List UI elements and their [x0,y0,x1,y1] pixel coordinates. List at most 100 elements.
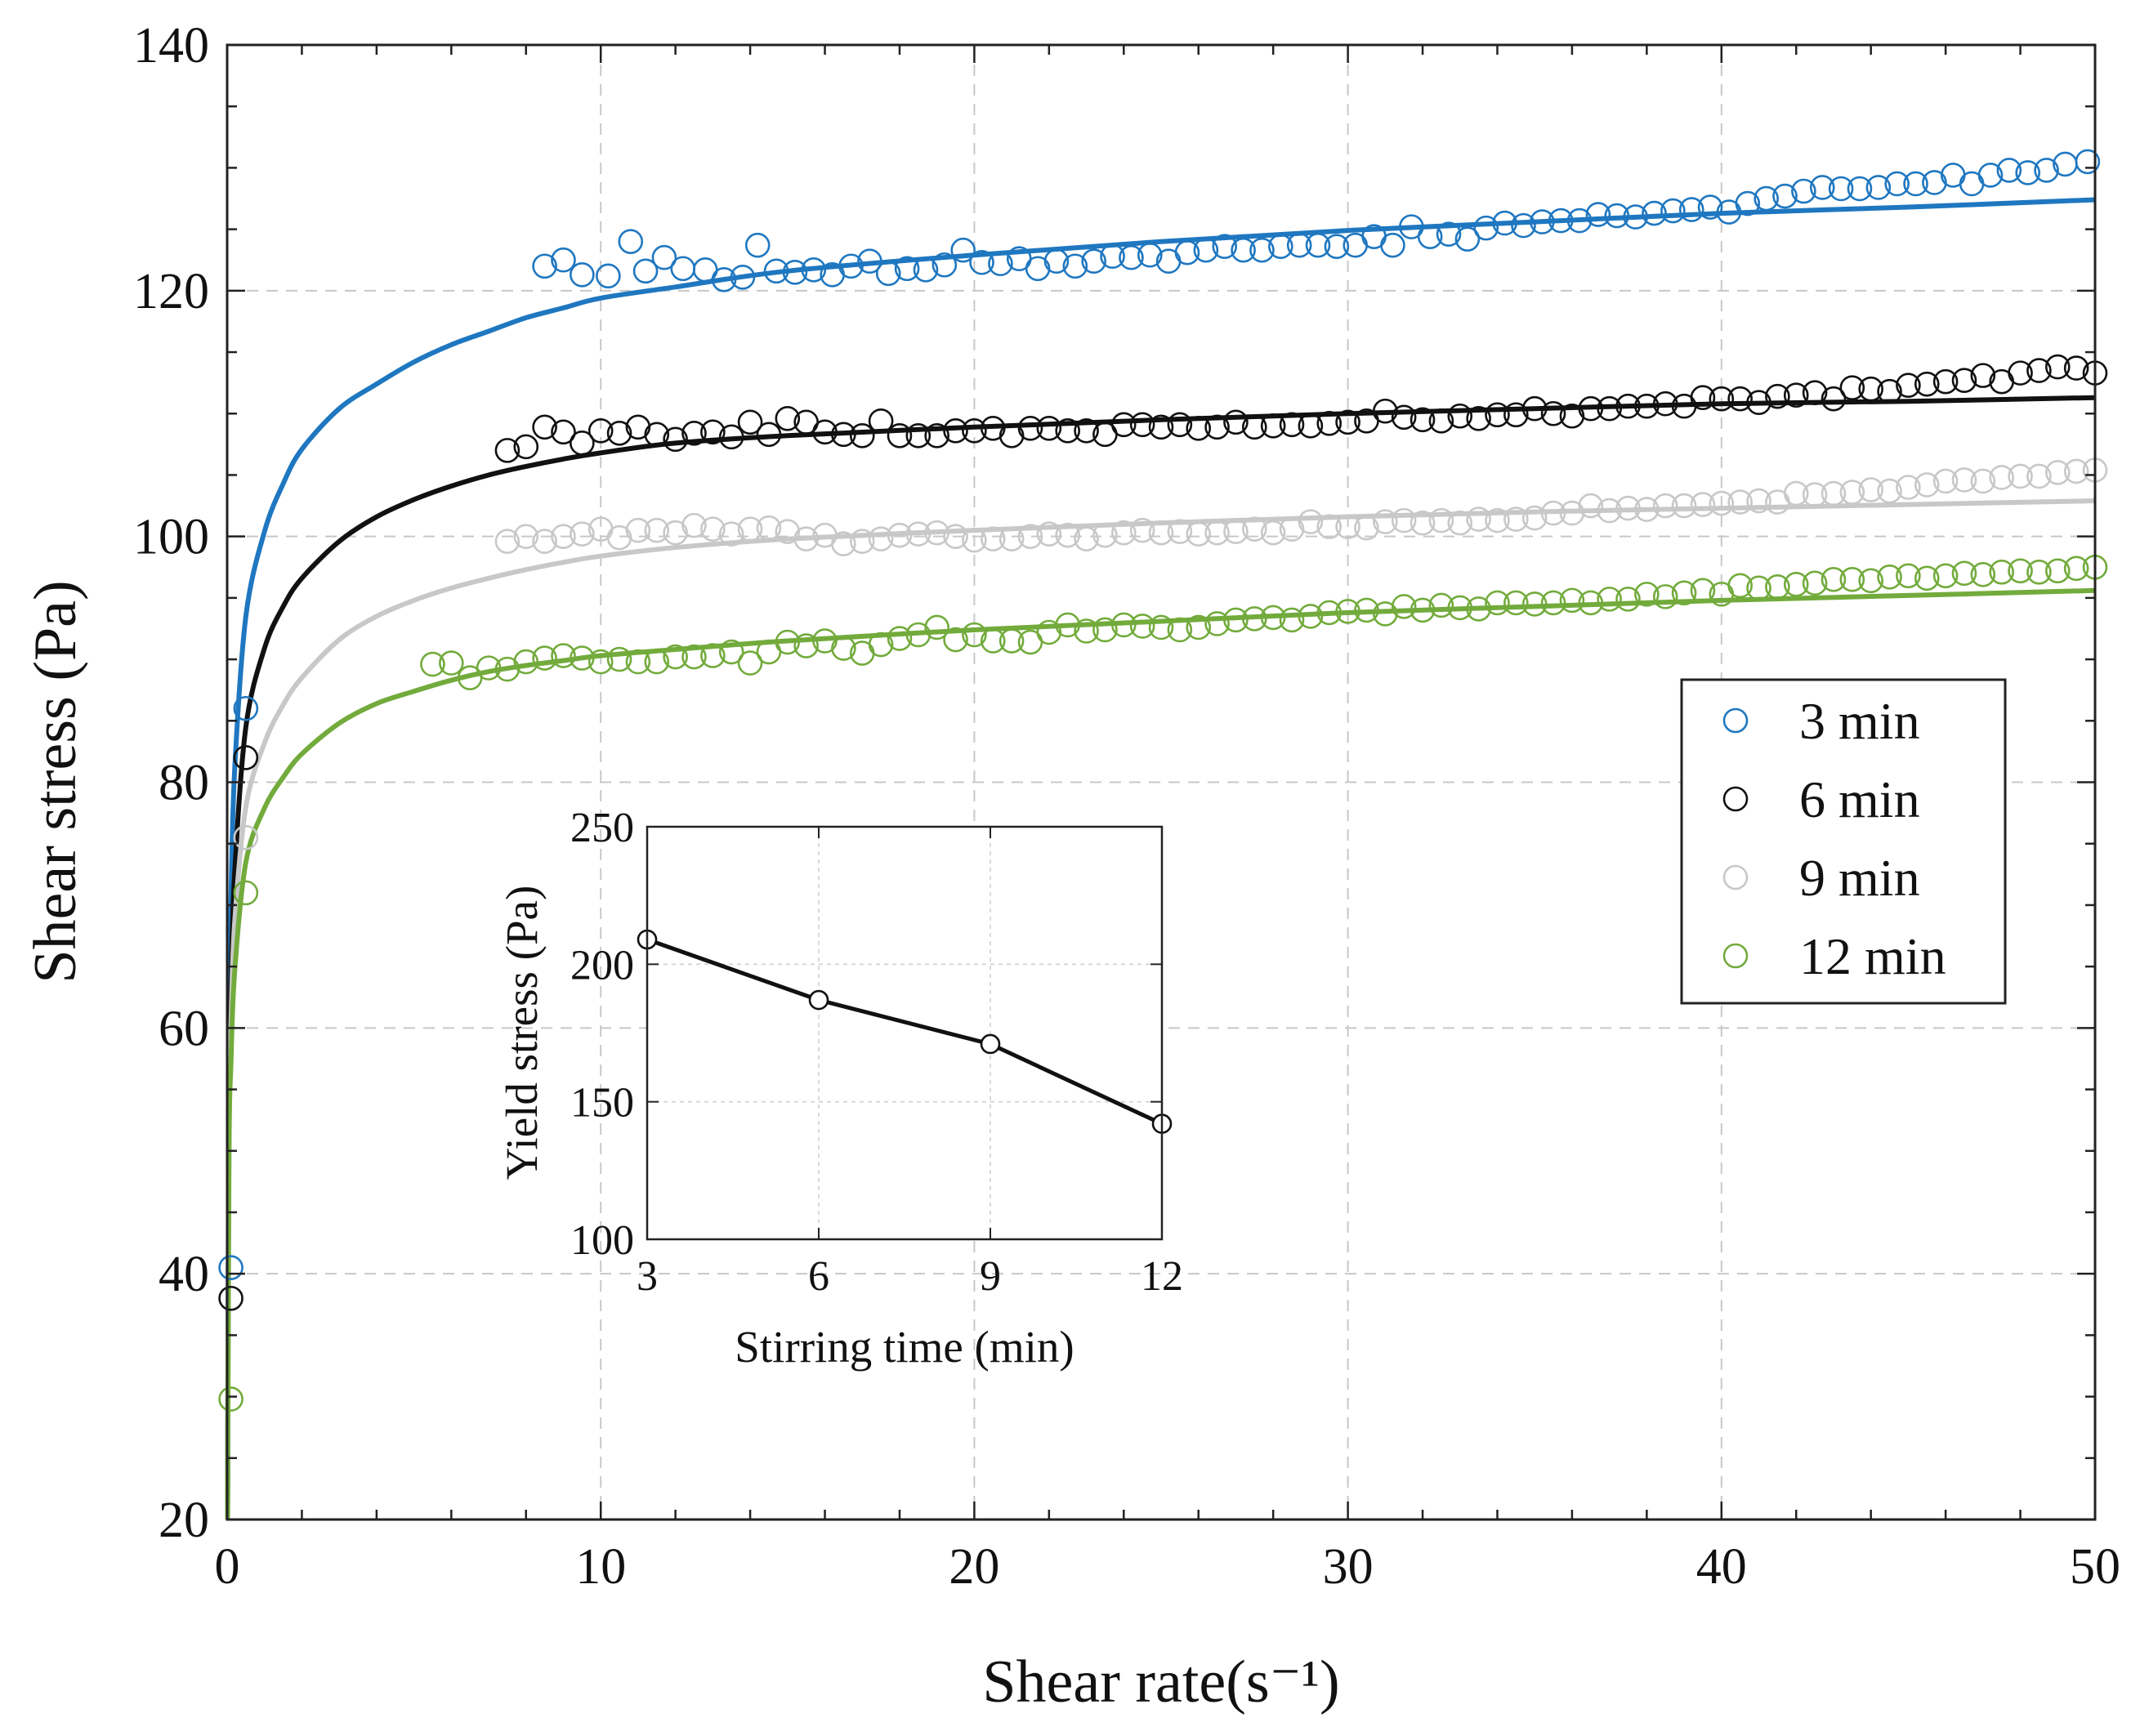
data-point-3-min [1062,253,1088,279]
inset-data-point [980,1033,1001,1055]
data-point-3-min [1697,194,1723,220]
data-point-6-min [905,423,932,449]
data-point-9-min [2026,463,2052,489]
data-point-6-min [1615,393,1641,419]
data-point-9-min [849,529,875,554]
data-point-6-min [1914,371,1940,397]
y-tick-label: 60 [159,1001,209,1056]
data-point-12-min [476,655,502,681]
data-point-3-min [1828,176,1854,202]
data-point-12-min [587,649,614,675]
data-point-12-min [700,643,726,668]
data-point-9-min [1279,516,1305,542]
data-point-12-min [1521,591,1548,617]
data-point-12-min [1877,565,1902,590]
y-tick-label: 100 [133,510,209,565]
data-point-6-min [1223,409,1249,435]
data-point-12-min [887,626,913,651]
data-point-9-min [1877,478,1902,504]
data-point-6-min [1802,380,1828,405]
data-point-12-min [1858,568,1883,594]
data-point-6-min [1373,398,1398,424]
data-point-6-min [218,1285,243,1311]
data-point-12-min [1373,601,1398,627]
data-point-12-min [570,645,595,671]
data-point-6-min [2026,358,2052,383]
data-point-9-min [233,824,259,850]
data-point-3-min [1977,163,2004,188]
data-point-12-min [606,646,632,672]
y-tick-label: 120 [133,264,209,319]
data-point-6-min [1521,395,1548,422]
data-point-12-min [1074,618,1099,644]
data-point-3-min [875,261,901,287]
data-point-9-min [718,521,744,547]
data-point-12-min [1316,600,1343,626]
data-point-12-min [812,628,838,654]
main-data-points [218,149,2108,1412]
data-point-3-min [1585,202,1611,227]
data-point-12-min [980,628,1006,654]
data-point-12-min [1765,574,1790,600]
data-point-6-min [1335,409,1360,435]
data-point-9-min [1671,493,1697,519]
data-point-6-min [962,418,987,444]
data-point-9-min [1391,507,1417,533]
data-point-3-min [838,253,864,279]
inset-series-line [646,937,1164,1126]
data-point-6-min [1746,390,1771,416]
data-point-9-min [1017,524,1043,549]
data-point-9-min [1559,500,1585,526]
data-point-6-min [587,418,614,444]
data-point-9-min [1989,465,2014,490]
data-point-12-min [439,650,464,676]
data-point-9-min [1298,509,1324,534]
data-point-6-min [1055,418,1080,444]
data-point-3-min [218,1255,243,1280]
data-point-12-min [737,650,763,676]
data-point-12-min [868,631,894,658]
data-point-12-min [1652,584,1678,609]
data-point-12-min [1932,563,1959,589]
data-point-9-min [1783,480,1809,507]
inset-plot-background [647,827,1162,1239]
x-tick-label: 30 [1323,1539,1374,1595]
data-point-9-min [2063,458,2089,484]
inset-x-tick-label: 12 [1141,1253,1183,1300]
data-point-6-min [1951,368,1977,393]
data-point-9-min [1335,514,1360,539]
data-point-12-min [2008,558,2033,584]
data-point-6-min [1316,410,1343,436]
data-point-6-min [1204,414,1230,440]
data-point-6-min [1503,402,1529,428]
data-point-9-min [831,531,856,556]
data-point-9-min [905,521,932,547]
data-point-6-min [980,415,1006,441]
data-point-3-min [1286,232,1312,258]
data-point-9-min [570,521,595,547]
data-point-9-min [1354,515,1379,541]
data-point-3-min [1249,237,1275,263]
data-point-3-min [1043,248,1070,274]
inset-grid [647,827,1162,1239]
data-point-3-min [551,247,576,273]
data-point-12-min [1223,607,1249,633]
data-point-3-min [2075,149,2101,175]
data-point-9-min [1167,519,1193,544]
data-point-9-min [700,516,726,542]
data-point-9-min [1148,520,1174,546]
data-point-3-min [1305,232,1331,258]
data-point-12-min [1204,611,1230,636]
fit-curve-9-min [225,498,2096,1520]
data-point-12-min [1335,599,1360,624]
inset-x-tick-label: 9 [980,1253,1001,1300]
data-point-9-min [1129,517,1155,543]
data-point-9-min [1485,507,1510,533]
data-point-3-min [1660,198,1686,224]
legend-label: 3 min [1799,692,1920,750]
data-point-9-min [644,517,670,543]
data-point-12-min [1634,582,1660,607]
inset-line [646,937,1164,1126]
inset-x-tick-labels: 3 6 9 12 [637,1253,1183,1300]
